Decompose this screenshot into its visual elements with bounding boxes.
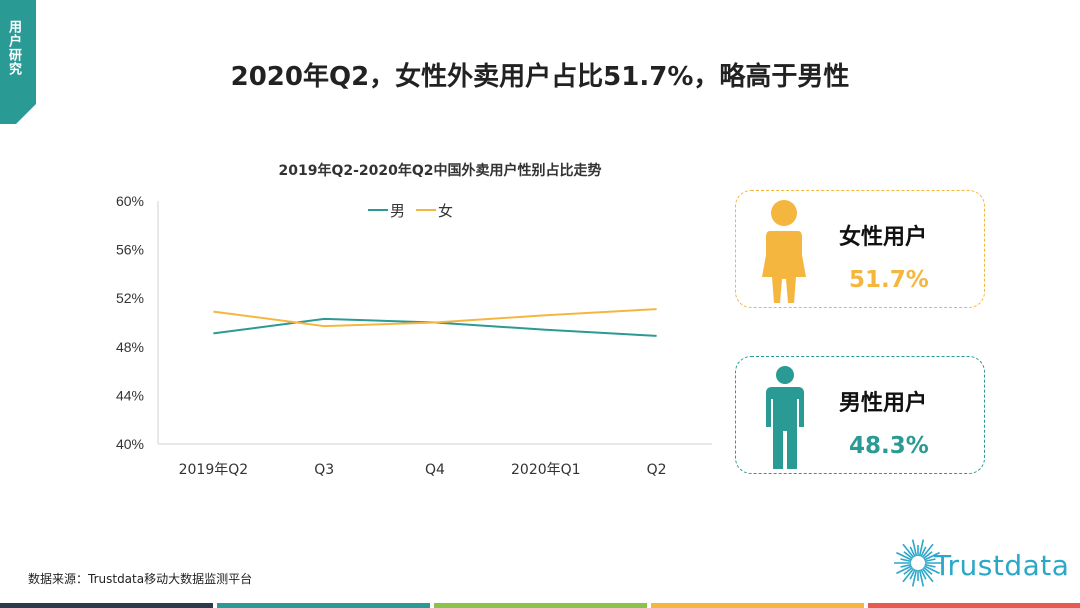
logo-ray bbox=[909, 546, 916, 558]
corner-tag-text: 用户研究 bbox=[6, 20, 21, 76]
male-figure-icon bbox=[766, 366, 804, 469]
logo-ray bbox=[923, 565, 940, 575]
logo-ray bbox=[902, 543, 915, 558]
logo-ray bbox=[900, 563, 912, 568]
logo-ray bbox=[918, 539, 925, 557]
logo-ray bbox=[920, 568, 927, 580]
female-user-card: 女性用户 51.7% bbox=[735, 190, 985, 308]
y-tick-label: 48% bbox=[116, 339, 144, 355]
logo-ray bbox=[900, 558, 912, 563]
footer-bar-4 bbox=[651, 603, 864, 608]
trustdata-logo: Trustdata bbox=[892, 535, 1072, 591]
footer-bar-2 bbox=[217, 603, 430, 608]
footer-bar-5 bbox=[868, 603, 1080, 608]
logo-ray bbox=[909, 568, 916, 580]
y-tick-label: 40% bbox=[116, 436, 144, 452]
logo-ray bbox=[896, 551, 913, 561]
female-value: 51.7% bbox=[849, 267, 929, 293]
logo-ray bbox=[918, 569, 925, 587]
line-chart: 60% 56% 52% 48% 44% 40% 2019年Q2 Q3 Q4 2020年Q1 Q2 男 女 bbox=[116, 193, 712, 478]
x-tick-label: 2020年Q1 bbox=[511, 462, 581, 478]
footer-bar-1 bbox=[0, 603, 213, 608]
logo-ray bbox=[924, 563, 936, 568]
female-figure-icon bbox=[762, 200, 806, 303]
x-tick-label: Q3 bbox=[314, 462, 334, 478]
chart-title: 2019年Q2-2020年Q2中国外卖用户性别占比走势 bbox=[278, 163, 602, 179]
legend-label: 男 bbox=[390, 202, 405, 220]
logo-ray bbox=[923, 551, 933, 560]
logo-ray bbox=[903, 566, 913, 575]
logo-ray bbox=[923, 566, 933, 575]
x-tick-label: 2019年Q2 bbox=[179, 462, 249, 478]
y-tick-label: 56% bbox=[116, 242, 144, 258]
female-label: 女性用户 bbox=[839, 225, 928, 250]
data-source: 数据来源：Trustdata移动大数据监测平台 bbox=[28, 572, 253, 586]
y-tick-label: 52% bbox=[116, 290, 144, 306]
logo-ray bbox=[921, 568, 934, 583]
legend-label: 女 bbox=[438, 202, 453, 220]
logo-ray bbox=[911, 539, 918, 557]
x-tick-label: Q4 bbox=[425, 462, 445, 478]
logo-ray bbox=[921, 543, 934, 558]
logo-ray bbox=[903, 551, 913, 560]
footer-bar-3 bbox=[434, 603, 647, 608]
page-title: 2020年Q2，女性外卖用户占比51.7%，略高于男性 bbox=[230, 62, 850, 92]
male-value: 48.3% bbox=[849, 433, 929, 459]
logo-ray bbox=[920, 546, 927, 558]
logo-ray bbox=[924, 558, 936, 563]
logo-ray bbox=[923, 551, 940, 561]
x-tick-label: Q2 bbox=[647, 462, 667, 478]
logo-ray bbox=[902, 568, 915, 583]
male-label: 男性用户 bbox=[839, 391, 928, 416]
logo-ray bbox=[896, 565, 913, 575]
y-tick-label: 44% bbox=[116, 387, 144, 403]
series-line-male bbox=[213, 317, 657, 337]
sunburst-logo-icon bbox=[894, 539, 942, 587]
y-tick-label: 60% bbox=[116, 193, 144, 209]
corner-tag bbox=[0, 0, 36, 124]
series-line-female bbox=[213, 308, 657, 328]
logo-ray bbox=[911, 569, 918, 587]
male-user-card: 男性用户 48.3% bbox=[735, 356, 985, 474]
logo-text: Trustdata bbox=[934, 549, 1070, 582]
